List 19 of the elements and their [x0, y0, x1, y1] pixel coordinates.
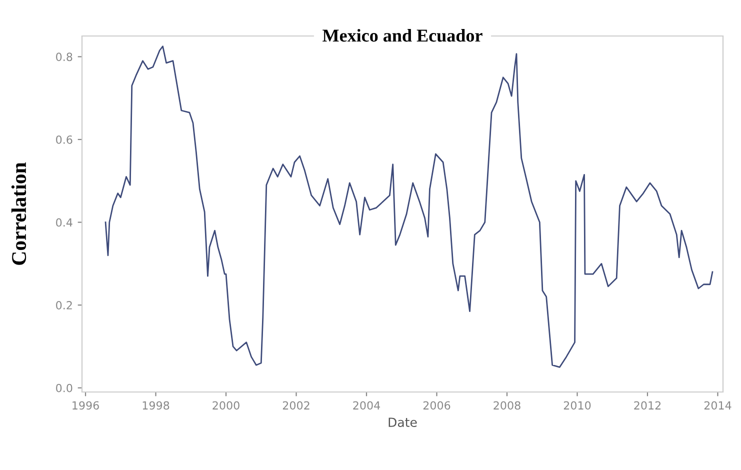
x-tick-label: 2004	[353, 401, 380, 410]
x-tick-label: 2002	[282, 401, 310, 410]
y-tick-label: 0.0	[56, 384, 72, 392]
y-tick-label: 0.6	[56, 135, 72, 144]
x-tick-label: 2006	[423, 401, 450, 410]
x-tick-label: 2010	[564, 401, 591, 410]
x-tick-label: 2000	[212, 401, 240, 410]
x-tick-label: 1998	[142, 401, 170, 410]
x-tick-label: 1996	[72, 401, 99, 410]
y-axis-title: Correlation	[11, 162, 26, 265]
x-tick-label: 2012	[634, 401, 661, 410]
x-tick-label: 2008	[494, 401, 520, 410]
y-tick-label: 0.2	[56, 301, 72, 310]
chart-title: Mexico and Ecuador	[322, 29, 482, 42]
x-axis-title: Date	[388, 418, 417, 428]
x-tick-label: 2014	[704, 401, 732, 410]
y-tick-label: 0.8	[56, 52, 72, 62]
y-tick-label: 0.4	[56, 218, 72, 227]
line-series	[104, 46, 714, 368]
